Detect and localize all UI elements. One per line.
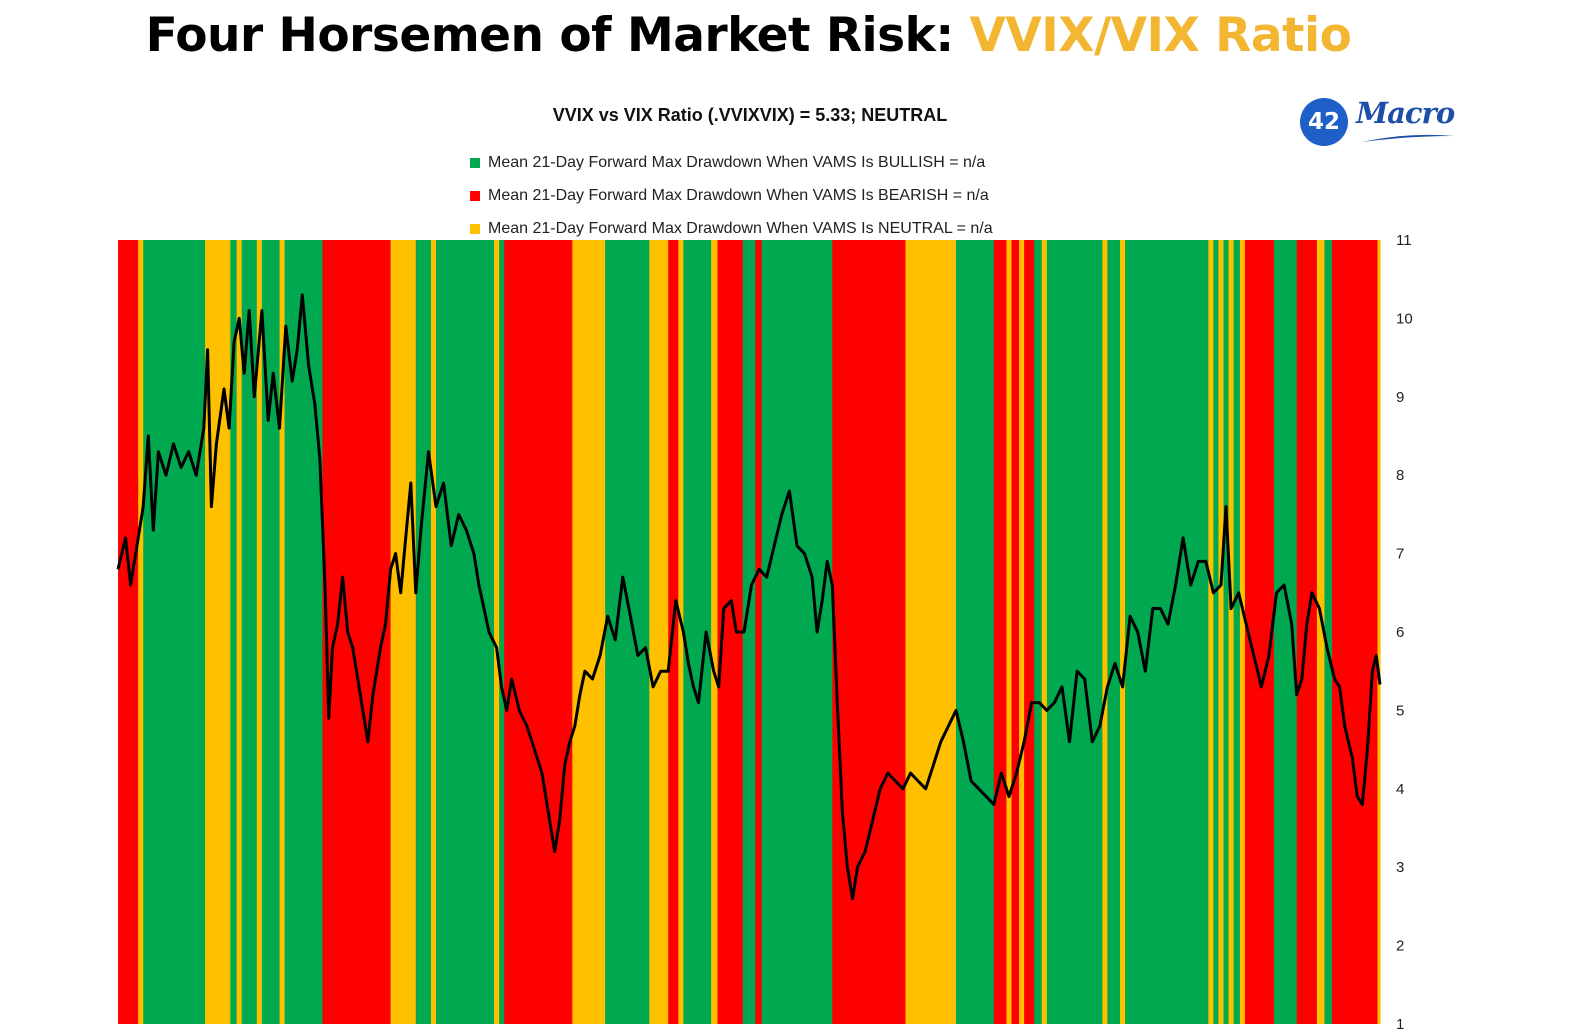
y-tick-label: 11 <box>1396 232 1412 249</box>
legend-swatch-bearish <box>470 190 480 201</box>
regime-band-bullish <box>1233 240 1241 1024</box>
logo-swoosh-icon <box>1362 134 1454 142</box>
42-macro-logo: 42 Macro <box>1300 94 1470 150</box>
legend-label-neutral: Mean 21-Day Forward Max Drawdown When VA… <box>488 219 993 237</box>
regime-band-neutral <box>494 240 500 1024</box>
regime-band-bullish <box>1034 240 1043 1024</box>
regime-band-bearish <box>1011 240 1020 1024</box>
regime-band-bullish <box>761 240 833 1024</box>
regime-band-bearish <box>832 240 907 1024</box>
logo-badge: 42 <box>1300 98 1348 146</box>
regime-band-bullish <box>1046 240 1103 1024</box>
regime-band-bearish <box>755 240 763 1024</box>
regime-band-neutral <box>905 240 957 1024</box>
y-tick-label: 7 <box>1396 546 1404 563</box>
regime-band-neutral <box>279 240 286 1024</box>
regime-band-bearish <box>1244 240 1275 1024</box>
ratio-line <box>116 293 1382 901</box>
regime-band-bullish <box>436 240 495 1024</box>
regime-band-bearish <box>993 240 1008 1024</box>
regime-band-neutral <box>678 240 684 1024</box>
regime-band-neutral <box>1377 240 1381 1024</box>
regime-band-neutral <box>1019 240 1025 1024</box>
legend-item-bearish: Mean 21-Day Forward Max Drawdown When VA… <box>470 179 993 212</box>
y-tick-label: 3 <box>1396 859 1404 876</box>
regime-band-bullish <box>261 240 281 1024</box>
legend-label-bearish: Mean 21-Day Forward Max Drawdown When VA… <box>488 186 989 204</box>
regime-band-neutral <box>1102 240 1109 1024</box>
y-tick-label: 4 <box>1396 781 1404 798</box>
regime-band-bearish <box>504 240 573 1024</box>
regime-band-neutral <box>711 240 719 1024</box>
regime-band-neutral <box>1239 240 1246 1024</box>
ratio-series <box>116 293 1382 901</box>
chart-title: VVIX vs VIX Ratio (.VVIXVIX) = 5.33; NEU… <box>552 105 948 125</box>
regime-band-neutral <box>1208 240 1215 1024</box>
regime-band-bullish <box>499 240 505 1024</box>
y-tick-label: 6 <box>1396 624 1404 641</box>
regime-band-neutral <box>236 240 243 1024</box>
regime-band-neutral <box>430 240 437 1024</box>
regime-band-bullish <box>230 240 238 1024</box>
chart-legend: Mean 21-Day Forward Max Drawdown When VA… <box>470 146 993 245</box>
y-axis: 1 2 3 4 5 6 7 8 9 10 11 <box>1396 232 1413 1033</box>
y-tick-label: 9 <box>1396 389 1404 406</box>
regime-band-bullish <box>143 240 206 1024</box>
regime-band-bearish <box>1332 240 1379 1024</box>
regime-band-neutral <box>1316 240 1326 1024</box>
legend-item-neutral: Mean 21-Day Forward Max Drawdown When VA… <box>470 212 993 245</box>
regime-band-neutral <box>1006 240 1013 1024</box>
regime-band-bearish <box>1024 240 1035 1024</box>
regime-band-bearish <box>118 240 139 1024</box>
regime-band-bearish <box>322 240 392 1024</box>
slide-title-main: Four Horsemen of Market Risk: <box>145 8 970 63</box>
y-tick-label: 8 <box>1396 467 1404 484</box>
legend-item-bullish: Mean 21-Day Forward Max Drawdown When VA… <box>470 146 993 179</box>
regime-band-neutral <box>572 240 606 1024</box>
y-tick-label: 1 <box>1396 1016 1404 1033</box>
regime-band-neutral <box>1228 240 1235 1024</box>
regime-band-neutral <box>1041 240 1048 1024</box>
legend-swatch-bullish <box>470 157 480 168</box>
legend-label-bullish: Mean 21-Day Forward Max Drawdown When VA… <box>488 153 986 171</box>
regime-band-bullish <box>742 240 756 1024</box>
y-tick-label: 2 <box>1396 938 1404 955</box>
regime-band-bullish <box>1273 240 1298 1024</box>
regime-band-neutral <box>1218 240 1225 1024</box>
regime-band-bullish <box>1107 240 1121 1024</box>
y-tick-label: 5 <box>1396 702 1404 719</box>
regime-band-bullish <box>1213 240 1220 1024</box>
regime-band-bullish <box>415 240 432 1024</box>
regime-band-bullish <box>955 240 995 1024</box>
regime-band-bullish <box>241 240 258 1024</box>
regime-band-bullish <box>1223 240 1230 1024</box>
logo-wordmark: Macro <box>1356 96 1455 130</box>
regime-band-neutral <box>138 240 144 1024</box>
regime-band-neutral <box>390 240 417 1024</box>
regime-band-neutral <box>649 240 669 1024</box>
y-tick-label: 10 <box>1396 310 1413 327</box>
regime-band-neutral <box>256 240 263 1024</box>
regime-band-bullish <box>1324 240 1333 1024</box>
regime-band-neutral <box>1120 240 1126 1024</box>
slide-title-accent: VVIX/VIX Ratio <box>969 8 1352 63</box>
slide-title: Four Horsemen of Market Risk: VVIX/VIX R… <box>0 8 1497 63</box>
regime-bands <box>118 240 1381 1024</box>
legend-swatch-neutral <box>470 223 480 234</box>
